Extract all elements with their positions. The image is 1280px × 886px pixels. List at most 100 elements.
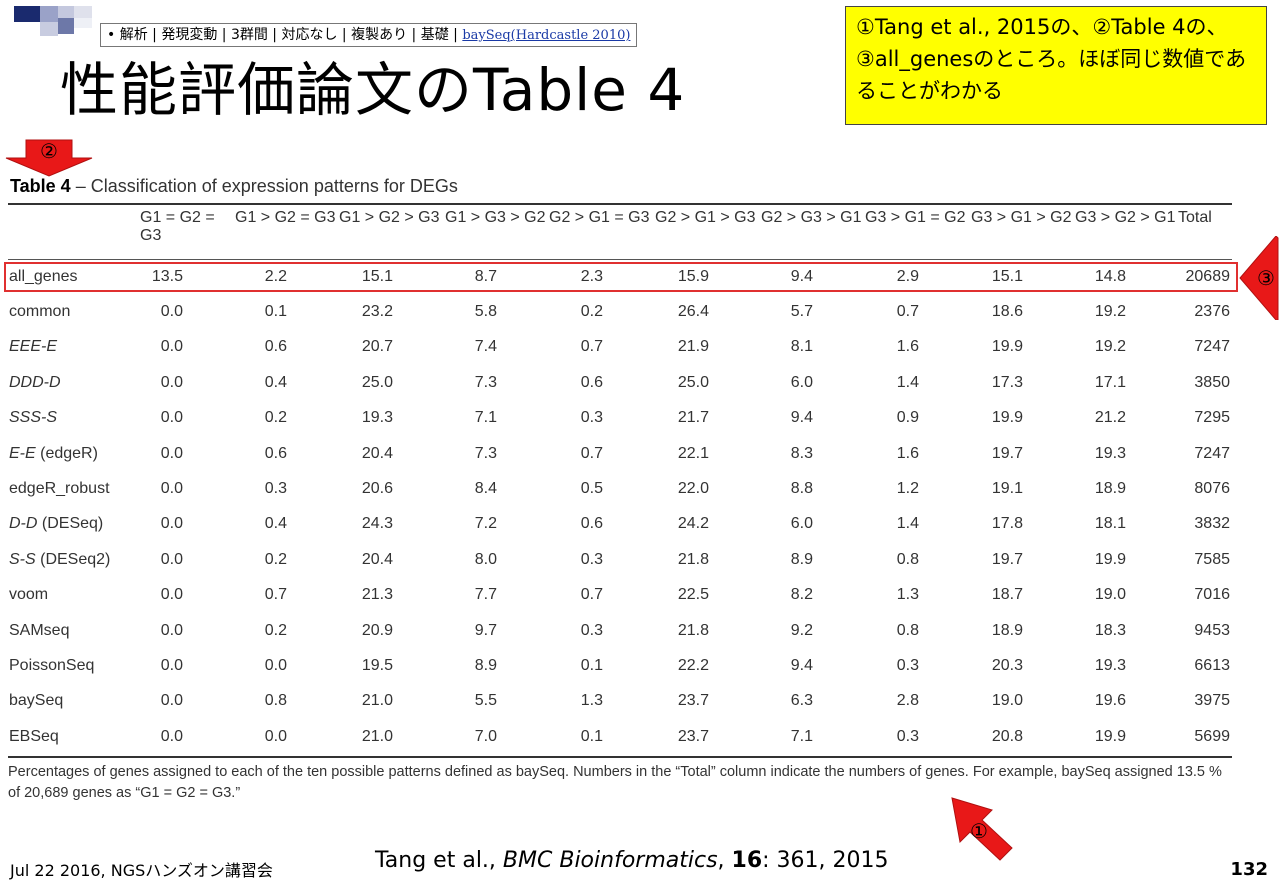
table-cell: 8.9 xyxy=(474,656,497,674)
table-cell: 0.0 xyxy=(160,656,183,674)
table-cell: 0.0 xyxy=(160,621,183,639)
table-header-cell: G1 > G3 > G2 xyxy=(445,209,546,226)
table-cell: 14.8 xyxy=(1094,267,1126,285)
table-footnote: Percentages of genes assigned to each of… xyxy=(8,764,1222,801)
table-cell: 5.5 xyxy=(474,692,497,710)
table-cell: 20.7 xyxy=(361,338,393,356)
table-cell-total: 7247 xyxy=(1194,444,1230,462)
table-cell: 15.9 xyxy=(677,267,709,285)
decor-square xyxy=(74,18,92,28)
table-cell: 1.6 xyxy=(896,444,919,462)
table-cell: 19.7 xyxy=(991,550,1023,568)
table-cell: 8.9 xyxy=(790,550,813,568)
table-cell: 18.9 xyxy=(991,621,1023,639)
table-cell: 0.2 xyxy=(264,550,287,568)
breadcrumb-link-bayseq[interactable]: baySeq(Hardcastle 2010) xyxy=(462,28,631,43)
table-cell: 20.4 xyxy=(361,444,393,462)
citation-rest: : 361, 2015 xyxy=(762,848,889,873)
table-cell: 5.8 xyxy=(474,303,497,321)
table-header-cell: G1 > G2 = G3 xyxy=(235,209,336,226)
table-cell: 1.2 xyxy=(896,480,919,498)
table-cell: 9.4 xyxy=(790,656,813,674)
table-bottom-rule xyxy=(8,756,1232,758)
table-cell: 0.3 xyxy=(580,621,603,639)
table-cell: 0.0 xyxy=(160,303,183,321)
table-header-cell: G3 > G2 > G1 xyxy=(1075,209,1176,226)
table-cell: 23.7 xyxy=(677,692,709,710)
table-caption: Table 4 – Classification of expression p… xyxy=(10,174,458,198)
table-cell: 18.7 xyxy=(991,586,1023,604)
table-cell: 8.7 xyxy=(474,267,497,285)
breadcrumb: • 解析 | 発現変動 | 3群間 | 対応なし | 複製あり | 基礎 | b… xyxy=(100,23,638,47)
table-header-cell: G2 > G1 = G3 xyxy=(549,209,650,226)
marker-arrow-1-icon: ① xyxy=(951,797,1013,861)
table-header-cell: G1 > G2 > G3 xyxy=(339,209,440,226)
table-cell: 19.3 xyxy=(361,409,393,427)
all-genes-highlight-box xyxy=(4,262,1238,292)
table-row: D-D (DESeq) 0.0 0.4 24.3 7.2 0.6 24.2 6.0 1.4 17.… xyxy=(8,507,1232,542)
table-cell: 1.4 xyxy=(896,515,919,533)
table-row: SAMseq 0.0 0.2 20.9 9.7 0.3 21.8 9.2 0.8 18.9 18.3… xyxy=(8,613,1232,648)
table-cell: 0.0 xyxy=(160,727,183,745)
table-cell: 18.6 xyxy=(991,303,1023,321)
table-cell: 19.2 xyxy=(1094,303,1126,321)
table-cell: 18.9 xyxy=(1094,480,1126,498)
table-cell: 9.4 xyxy=(790,267,813,285)
table-cell: 13.5 xyxy=(151,267,183,285)
table-cell: 8.1 xyxy=(790,338,813,356)
table-cell: 17.8 xyxy=(991,515,1023,533)
table-cell: 0.0 xyxy=(160,515,183,533)
table-cell: 19.0 xyxy=(1094,586,1126,604)
table-cell: 0.0 xyxy=(160,586,183,604)
table-cell: 1.4 xyxy=(896,373,919,391)
table-header-cell: G3 > G1 > G2 xyxy=(971,209,1072,226)
table-cell: 21.9 xyxy=(677,338,709,356)
table-cell: 6.3 xyxy=(790,692,813,710)
table-cell: 0.0 xyxy=(264,727,287,745)
table-row: EBSeq 0.0 0.0 21.0 7.0 0.1 23.7 7.1 0.3 20.8 19.9 5… xyxy=(8,719,1232,754)
row-label-italic-part: S-S xyxy=(9,550,36,568)
table-cell: 17.1 xyxy=(1094,373,1126,391)
table-cell: 22.5 xyxy=(677,586,709,604)
marker-arrow-2-icon: ② xyxy=(5,139,93,177)
table-cell: 0.7 xyxy=(264,586,287,604)
table-row-label: edgeR_robust xyxy=(9,480,110,498)
row-label-rest-part: (DESeq2) xyxy=(35,550,111,568)
table-cell: 15.1 xyxy=(991,267,1023,285)
table-cell: 2.8 xyxy=(896,692,919,710)
table-cell-total: 3832 xyxy=(1194,515,1230,533)
table-cell: 19.3 xyxy=(1094,656,1126,674)
breadcrumb-bullet: • xyxy=(107,27,116,43)
table-cell-total: 2376 xyxy=(1194,303,1230,321)
table-cell-total: 9453 xyxy=(1194,621,1230,639)
table-cell: 0.4 xyxy=(264,373,287,391)
table-cell: 23.2 xyxy=(361,303,393,321)
marker-2-label: ② xyxy=(40,139,58,163)
table-header-cell: G3 > G1 = G2 xyxy=(865,209,966,226)
table-cell: 0.0 xyxy=(160,338,183,356)
table-cell: 20.4 xyxy=(361,550,393,568)
table-cell: 8.0 xyxy=(474,550,497,568)
table-row: S-S (DESeq2) 0.0 0.2 20.4 8.0 0.3 21.8 8.9 0.8 19… xyxy=(8,542,1232,577)
table-cell: 19.7 xyxy=(991,444,1023,462)
table-cell: 19.0 xyxy=(991,692,1023,710)
table-cell: 0.0 xyxy=(160,373,183,391)
table-row-label: EBSeq xyxy=(9,727,59,745)
table-row-label: EEE-E xyxy=(9,338,58,356)
table-cell: 0.7 xyxy=(896,303,919,321)
table-cell: 1.3 xyxy=(580,692,603,710)
row-label-italic-part: D-D xyxy=(9,515,38,533)
table-cell: 9.7 xyxy=(474,621,497,639)
table-row: baySeq 0.0 0.8 21.0 5.5 1.3 23.7 6.3 2.8 19.0 19.6… xyxy=(8,684,1232,719)
table-cell: 19.5 xyxy=(361,656,393,674)
table-row-label: PoissonSeq xyxy=(9,656,95,674)
table-cell: 0.8 xyxy=(264,692,287,710)
decor-square xyxy=(74,6,92,18)
table-cell: 21.0 xyxy=(361,727,393,745)
table-row: DDD-D 0.0 0.4 25.0 7.3 0.6 25.0 6.0 1.4 17.3 17.1 3… xyxy=(8,365,1232,400)
table-cell: 15.1 xyxy=(361,267,393,285)
table-cell: 19.2 xyxy=(1094,338,1126,356)
table-row: PoissonSeq 0.0 0.0 19.5 8.9 0.1 22.2 9.4 0.3 20.3… xyxy=(8,648,1232,683)
table-cell-total: 7247 xyxy=(1194,338,1230,356)
table-cell: 8.8 xyxy=(790,480,813,498)
